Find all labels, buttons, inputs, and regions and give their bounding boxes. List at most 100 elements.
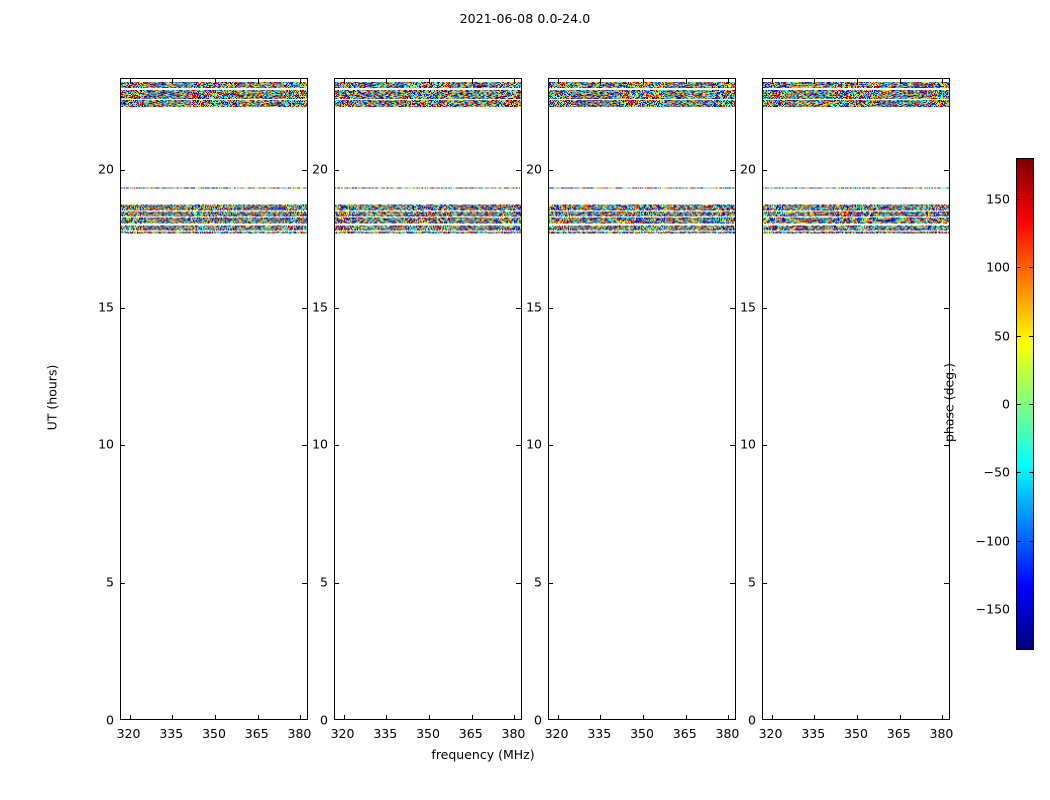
colorbar-tick-label: 0 bbox=[1002, 396, 1010, 412]
x-tick-label: 350 bbox=[844, 726, 868, 741]
x-tick-mark bbox=[172, 79, 174, 84]
x-tick-mark bbox=[471, 79, 473, 84]
x-tick-mark bbox=[728, 715, 730, 719]
plot-panel-yy[interactable]: YY, V9*V17=EA11*EA21 bbox=[334, 78, 522, 720]
colorbar-label: phase (deg.) bbox=[941, 363, 957, 442]
waterfall-image bbox=[121, 79, 307, 719]
y-tick-label: 5 bbox=[320, 574, 328, 590]
y-tick-mark bbox=[730, 583, 735, 585]
y-tick-mark bbox=[302, 169, 307, 171]
y-tick-mark bbox=[121, 169, 125, 171]
x-tick-label: 350 bbox=[416, 726, 440, 741]
x-tick-label: 320 bbox=[758, 726, 783, 741]
waterfall-image bbox=[763, 79, 949, 719]
colorbar-tick-label: −100 bbox=[975, 533, 1010, 549]
y-tick-label: 5 bbox=[534, 574, 542, 590]
x-tick-mark bbox=[643, 79, 644, 84]
x-tick-mark bbox=[600, 79, 602, 84]
colorbar-tick-mark bbox=[1016, 267, 1021, 269]
y-tick-mark bbox=[121, 307, 125, 309]
colorbar-tick-mark bbox=[1029, 267, 1034, 269]
x-tick-mark bbox=[514, 79, 516, 84]
colorbar-tick-mark bbox=[1029, 540, 1034, 542]
y-axis-label: UT (hours) bbox=[44, 364, 60, 431]
plot-panel-yx[interactable]: YX, V9*V17=EA11*EA21 bbox=[762, 78, 950, 720]
x-tick-mark bbox=[814, 715, 816, 719]
y-tick-mark bbox=[335, 169, 339, 171]
y-tick-label: 20 bbox=[526, 161, 542, 177]
y-tick-mark bbox=[516, 307, 521, 309]
x-tick-mark bbox=[771, 715, 773, 719]
y-tick-label: 15 bbox=[98, 299, 114, 315]
x-tick-mark bbox=[429, 715, 430, 719]
plot-panel-xx[interactable]: XX, V9*V17=EA11*EA21 bbox=[120, 78, 308, 720]
colorbar-tick-label: 150 bbox=[986, 191, 1010, 207]
waterfall-image bbox=[549, 79, 735, 719]
colorbar-tick-mark bbox=[1029, 404, 1034, 405]
x-tick-label: 380 bbox=[287, 726, 312, 741]
panel-data-area bbox=[549, 79, 735, 719]
x-tick-mark bbox=[343, 715, 345, 719]
y-tick-mark bbox=[335, 445, 339, 447]
y-tick-label: 20 bbox=[740, 161, 756, 177]
x-tick-mark bbox=[129, 715, 131, 719]
panel-data-area bbox=[335, 79, 521, 719]
x-tick-mark bbox=[685, 79, 687, 84]
x-tick-mark bbox=[857, 715, 858, 719]
y-tick-mark bbox=[335, 583, 339, 585]
y-tick-mark bbox=[549, 445, 553, 447]
x-tick-label: 335 bbox=[801, 726, 826, 741]
x-tick-mark bbox=[300, 715, 302, 719]
x-tick-label: 350 bbox=[630, 726, 654, 741]
y-tick-mark bbox=[730, 169, 735, 171]
y-tick-mark bbox=[763, 169, 767, 171]
x-axis-label: frequency (MHz) bbox=[431, 747, 535, 762]
colorbar-tick-mark bbox=[1029, 335, 1034, 337]
colorbar-tick-mark bbox=[1016, 335, 1021, 337]
colorbar-gradient bbox=[1017, 159, 1033, 649]
y-tick-label: 20 bbox=[98, 161, 114, 177]
y-tick-label: 15 bbox=[312, 299, 328, 315]
y-tick-label: 20 bbox=[312, 161, 328, 177]
y-tick-mark bbox=[730, 445, 735, 447]
y-tick-label: 10 bbox=[312, 436, 328, 452]
y-tick-label: 5 bbox=[748, 574, 756, 590]
x-tick-label: 335 bbox=[373, 726, 398, 741]
x-tick-label: 335 bbox=[587, 726, 612, 741]
plot-panel-xy[interactable]: XY, V9*V17=EA11*EA21 bbox=[548, 78, 736, 720]
x-tick-mark bbox=[557, 79, 559, 84]
y-tick-mark bbox=[763, 583, 767, 585]
x-tick-mark bbox=[215, 79, 216, 84]
y-tick-label: 15 bbox=[526, 299, 542, 315]
y-tick-label: 15 bbox=[740, 299, 756, 315]
y-tick-mark bbox=[516, 445, 521, 447]
x-tick-mark bbox=[685, 715, 687, 719]
colorbar-tick-label: 100 bbox=[986, 259, 1010, 275]
x-tick-mark bbox=[257, 79, 259, 84]
y-tick-mark bbox=[763, 307, 767, 309]
x-tick-label: 365 bbox=[672, 726, 697, 741]
x-tick-label: 365 bbox=[244, 726, 269, 741]
y-tick-label: 5 bbox=[106, 574, 114, 590]
colorbar-tick-mark bbox=[1016, 540, 1021, 542]
y-tick-mark bbox=[944, 307, 949, 309]
x-tick-mark bbox=[386, 715, 388, 719]
y-tick-mark bbox=[121, 583, 125, 585]
y-tick-mark bbox=[763, 445, 767, 447]
y-tick-label: 0 bbox=[748, 712, 756, 728]
y-tick-label: 0 bbox=[534, 712, 542, 728]
colorbar-tick-label: −50 bbox=[983, 464, 1010, 480]
colorbar-tick-label: 50 bbox=[994, 328, 1010, 344]
x-tick-mark bbox=[899, 79, 901, 84]
y-tick-mark bbox=[944, 169, 949, 171]
x-tick-label: 335 bbox=[159, 726, 184, 741]
colorbar-tick-mark bbox=[1016, 404, 1021, 405]
x-tick-mark bbox=[557, 715, 559, 719]
x-tick-label: 380 bbox=[501, 726, 526, 741]
y-tick-mark bbox=[302, 307, 307, 309]
waterfall-image bbox=[335, 79, 521, 719]
y-tick-mark bbox=[516, 169, 521, 171]
colorbar-tick-label: −150 bbox=[975, 601, 1010, 617]
colorbar-tick-mark bbox=[1016, 609, 1021, 610]
